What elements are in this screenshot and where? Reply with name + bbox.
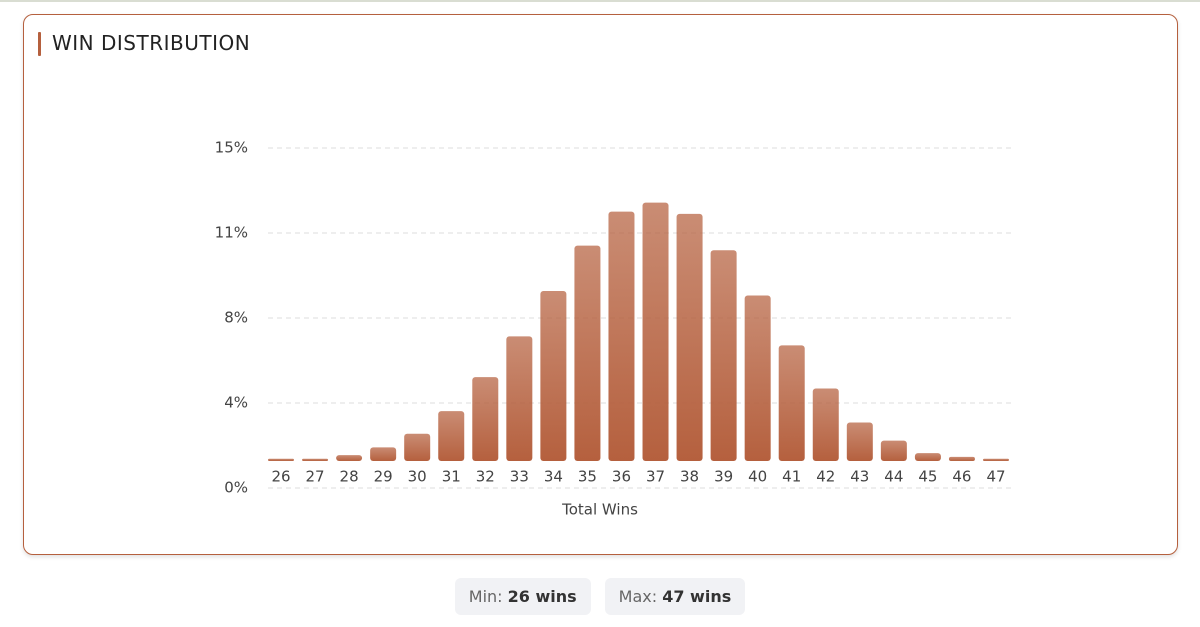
bar xyxy=(302,458,329,461)
bar xyxy=(404,433,431,461)
x-tick-label: 43 xyxy=(850,468,869,486)
x-tick-label: 39 xyxy=(714,468,733,486)
bar xyxy=(608,211,635,461)
stat-value: 26 wins xyxy=(507,587,577,606)
bar xyxy=(268,458,294,461)
stat-badge: Min: 26 wins xyxy=(454,578,591,615)
y-tick-label: 4% xyxy=(224,394,248,412)
bar xyxy=(574,245,601,461)
x-tick-label: 28 xyxy=(340,468,359,486)
bar xyxy=(438,411,465,461)
x-tick-label: 42 xyxy=(816,468,835,486)
x-tick-label: 34 xyxy=(544,468,563,486)
stat-label: Max: xyxy=(618,587,658,606)
bar xyxy=(983,458,1009,461)
x-tick-label: 29 xyxy=(374,468,393,486)
y-tick-label: 0% xyxy=(224,479,248,497)
x-tick-label: 30 xyxy=(408,468,427,486)
x-tick-label: 36 xyxy=(612,468,631,486)
stat-label: Min: xyxy=(468,587,503,606)
stat-value: 47 wins xyxy=(662,587,732,606)
x-tick-label: 47 xyxy=(986,468,1005,486)
bar xyxy=(710,250,737,461)
y-tick-label: 15% xyxy=(215,139,248,157)
x-tick-label: 45 xyxy=(918,468,937,486)
chart-card: WIN DISTRIBUTION xyxy=(23,14,1178,555)
top-border xyxy=(0,0,1200,2)
bar xyxy=(506,336,533,461)
bar xyxy=(914,453,941,461)
bar xyxy=(370,447,397,461)
x-tick-label: 27 xyxy=(306,468,325,486)
x-tick-label: 40 xyxy=(748,468,767,486)
stat-badge: Max: 47 wins xyxy=(604,578,746,615)
x-tick-label: 33 xyxy=(510,468,529,486)
title-accent xyxy=(38,32,41,56)
x-tick-label: 32 xyxy=(476,468,495,486)
x-axis-label: Total Wins xyxy=(561,501,638,519)
x-tick-label: 41 xyxy=(782,468,801,486)
x-tick-label: 35 xyxy=(578,468,597,486)
bar xyxy=(540,291,567,461)
bar xyxy=(472,377,499,461)
bar xyxy=(778,345,805,461)
y-tick-label: 11% xyxy=(215,224,248,242)
bar xyxy=(676,213,703,461)
bar xyxy=(336,455,363,461)
bar xyxy=(948,456,975,461)
bar xyxy=(642,202,669,461)
x-tick-label: 46 xyxy=(952,468,971,486)
chart-title: WIN DISTRIBUTION xyxy=(52,31,251,55)
bar xyxy=(744,295,771,461)
bar xyxy=(880,440,907,461)
y-tick-label: 8% xyxy=(224,309,248,327)
bar xyxy=(846,422,873,461)
x-tick-label: 37 xyxy=(646,468,665,486)
x-tick-label: 44 xyxy=(884,468,903,486)
x-tick-label: 31 xyxy=(442,468,461,486)
chart: Total Wins 0% 4% 8% 11% 15% 26 27 28 29 30 31 32 33 3… xyxy=(215,139,1015,519)
x-tick-label: 26 xyxy=(271,468,290,486)
stats: Min: 26 wins Max: 47 wins xyxy=(0,578,1200,615)
x-tick-label: 38 xyxy=(680,468,699,486)
bar xyxy=(812,388,839,461)
